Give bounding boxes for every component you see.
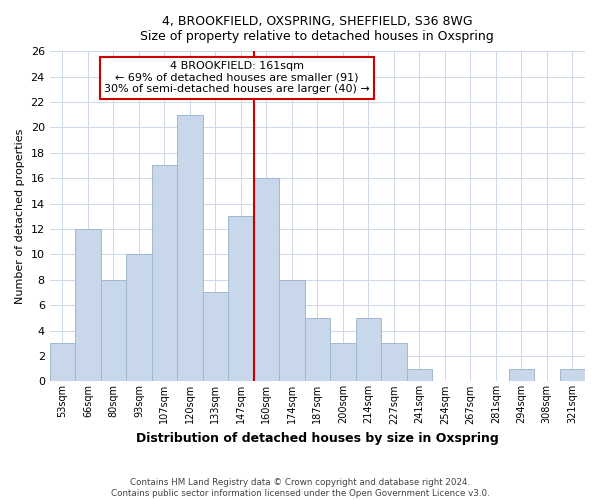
Bar — [330, 344, 356, 382]
Bar — [50, 344, 75, 382]
Bar — [228, 216, 254, 382]
Bar — [407, 368, 432, 382]
Title: 4, BROOKFIELD, OXSPRING, SHEFFIELD, S36 8WG
Size of property relative to detache: 4, BROOKFIELD, OXSPRING, SHEFFIELD, S36 … — [140, 15, 494, 43]
Bar — [305, 318, 330, 382]
Bar — [381, 344, 407, 382]
Bar — [75, 229, 101, 382]
Bar — [101, 280, 126, 382]
Bar — [203, 292, 228, 382]
Bar — [279, 280, 305, 382]
Bar — [356, 318, 381, 382]
Bar — [126, 254, 152, 382]
Text: Contains HM Land Registry data © Crown copyright and database right 2024.
Contai: Contains HM Land Registry data © Crown c… — [110, 478, 490, 498]
Y-axis label: Number of detached properties: Number of detached properties — [15, 128, 25, 304]
Text: 4 BROOKFIELD: 161sqm
← 69% of detached houses are smaller (91)
30% of semi-detac: 4 BROOKFIELD: 161sqm ← 69% of detached h… — [104, 61, 370, 94]
Bar — [177, 114, 203, 382]
Bar — [509, 368, 534, 382]
Bar — [152, 166, 177, 382]
Bar — [560, 368, 585, 382]
Bar — [254, 178, 279, 382]
X-axis label: Distribution of detached houses by size in Oxspring: Distribution of detached houses by size … — [136, 432, 499, 445]
